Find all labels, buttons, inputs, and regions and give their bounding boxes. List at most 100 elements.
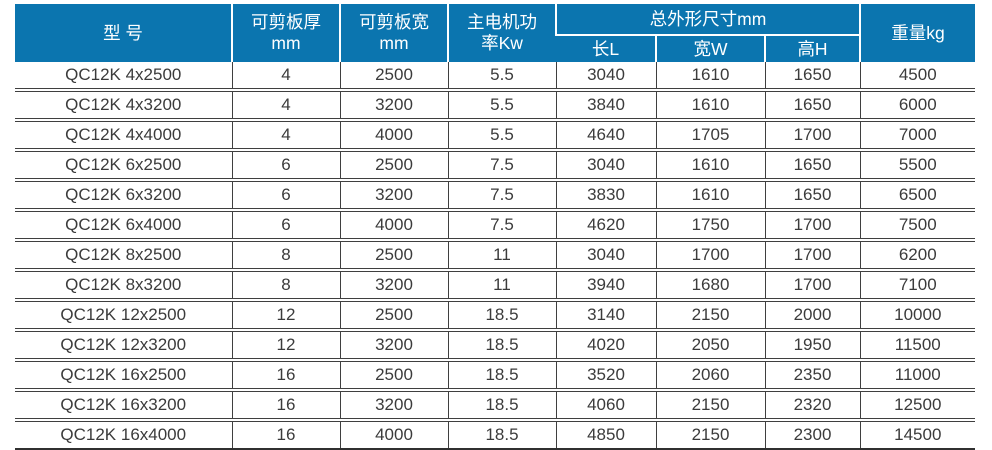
value-cell: 6: [231, 180, 340, 210]
value-cell: 12: [231, 300, 340, 330]
value-cell: 1650: [764, 180, 861, 210]
value-cell: 8: [231, 270, 340, 300]
value-cell: 4: [231, 62, 340, 90]
value-cell: 18.5: [447, 390, 556, 420]
table-row: QC12K 4x4000 4 4000 5.5 4640 1705 1700 7000: [15, 120, 976, 150]
model-cell: QC12K 4x3200: [65, 95, 182, 114]
value-cell: 4500: [859, 62, 976, 90]
value-cell: 1700: [764, 240, 861, 270]
value-cell: 1610: [655, 180, 765, 210]
value-cell: 3040: [555, 150, 656, 180]
value-cell: 11: [447, 240, 556, 270]
value-cell: 16: [231, 390, 340, 420]
value-cell: 16: [231, 420, 340, 450]
value-cell: 2050: [655, 330, 765, 360]
value-cell: 14500: [859, 420, 976, 450]
value-cell: 11: [447, 270, 556, 300]
value-cell: 4620: [555, 210, 656, 240]
value-cell: 4020: [555, 330, 656, 360]
table-row: QC12K 4x2500 4 2500 5.5 3040 1610 1650 4500: [15, 62, 976, 90]
table-row: QC12K 16x4000 16 4000 18.5 4850 2150 2300 14500: [15, 420, 976, 450]
value-cell: 6: [231, 150, 340, 180]
value-cell: 1700: [655, 240, 765, 270]
value-cell: 12500: [859, 390, 976, 420]
value-cell: 2300: [764, 420, 861, 450]
value-cell: 5500: [859, 150, 976, 180]
value-cell: 3040: [555, 62, 656, 90]
value-cell: 4000: [339, 120, 448, 150]
table-row: QC12K 6x2500 6 2500 7.5 3040 1610 1650 5500: [15, 150, 976, 180]
value-cell: 2150: [655, 420, 765, 450]
value-cell: 1650: [764, 90, 861, 120]
value-cell: 2500: [339, 240, 448, 270]
value-cell: 1650: [764, 62, 861, 90]
model-cell: QC12K 6x3200: [65, 185, 182, 204]
table-row: QC12K 16x2500 16 2500 18.5 3520 2060 2350 11000: [15, 360, 976, 390]
header-cut-thickness: 可剪板厚 mm: [231, 4, 340, 62]
value-cell: 1610: [655, 150, 765, 180]
model-cell: QC12K 16x2500: [60, 365, 187, 384]
model-cell: QC12K 16x4000: [60, 425, 187, 444]
value-cell: 7.5: [447, 210, 556, 240]
value-cell: 3520: [555, 360, 656, 390]
value-cell: 1610: [655, 90, 765, 120]
value-cell: 4000: [339, 420, 448, 450]
spec-table: 型 号 可剪板厚 mm 可剪板宽 mm 主电机功 率Kw 总外形尺寸mm 重量k…: [15, 4, 976, 450]
value-cell: 6: [231, 210, 340, 240]
value-cell: 3940: [555, 270, 656, 300]
value-cell: 4640: [555, 120, 656, 150]
table-row: QC12K 6x3200 6 3200 7.5 3830 1610 1650 6500: [15, 180, 976, 210]
table-body: QC12K 4x2500 4 2500 5.5 3040 1610 1650 4500 QC12…: [15, 62, 976, 450]
value-cell: 4: [231, 90, 340, 120]
value-cell: 3200: [339, 270, 448, 300]
value-cell: 2500: [339, 150, 448, 180]
header-weight: 重量kg: [859, 4, 976, 62]
table-row: QC12K 12x3200 12 3200 18.5 4020 2050 1950 11500: [15, 330, 976, 360]
value-cell: 3830: [555, 180, 656, 210]
model-cell: QC12K 16x3200: [60, 395, 187, 414]
table-row: QC12K 8x3200 8 3200 11 3940 1680 1700 7100: [15, 270, 976, 300]
header-cut-width: 可剪板宽 mm: [339, 4, 448, 62]
value-cell: 4850: [555, 420, 656, 450]
model-cell: QC12K 8x3200: [65, 275, 182, 294]
value-cell: 11500: [859, 330, 976, 360]
model-cell: QC12K 6x2500: [65, 155, 182, 174]
value-cell: 7000: [859, 120, 976, 150]
model-cell: QC12K 4x4000: [65, 125, 182, 144]
table-row: QC12K 16x3200 16 3200 18.5 4060 2150 2320 12500: [15, 390, 976, 420]
value-cell: 1750: [655, 210, 765, 240]
header-dim-height: 高H: [763, 35, 861, 62]
value-cell: 7500: [859, 210, 976, 240]
table-header: 型 号 可剪板厚 mm 可剪板宽 mm 主电机功 率Kw 总外形尺寸mm 重量k…: [15, 4, 976, 62]
value-cell: 4000: [339, 210, 448, 240]
value-cell: 3200: [339, 390, 448, 420]
value-cell: 1700: [764, 270, 861, 300]
value-cell: 7.5: [447, 180, 556, 210]
value-cell: 2500: [339, 300, 448, 330]
value-cell: 6500: [859, 180, 976, 210]
spec-table-container: 型 号 可剪板厚 mm 可剪板宽 mm 主电机功 率Kw 总外形尺寸mm 重量k…: [15, 4, 976, 450]
value-cell: 11000: [859, 360, 976, 390]
value-cell: 1610: [655, 62, 765, 90]
value-cell: 1650: [764, 150, 861, 180]
value-cell: 18.5: [447, 360, 556, 390]
value-cell: 8: [231, 240, 340, 270]
value-cell: 2150: [655, 390, 765, 420]
value-cell: 1700: [764, 120, 861, 150]
value-cell: 1680: [655, 270, 765, 300]
value-cell: 2350: [764, 360, 861, 390]
value-cell: 3840: [555, 90, 656, 120]
value-cell: 5.5: [447, 90, 556, 120]
header-dimensions-group: 总外形尺寸mm: [554, 4, 861, 36]
value-cell: 4: [231, 120, 340, 150]
model-cell: QC12K 4x2500: [65, 65, 182, 84]
value-cell: 2500: [339, 62, 448, 90]
value-cell: 2500: [339, 360, 448, 390]
value-cell: 2000: [764, 300, 861, 330]
value-cell: 1705: [655, 120, 765, 150]
value-cell: 2060: [655, 360, 765, 390]
value-cell: 2150: [655, 300, 765, 330]
value-cell: 1950: [764, 330, 861, 360]
value-cell: 1700: [764, 210, 861, 240]
value-cell: 18.5: [447, 420, 556, 450]
